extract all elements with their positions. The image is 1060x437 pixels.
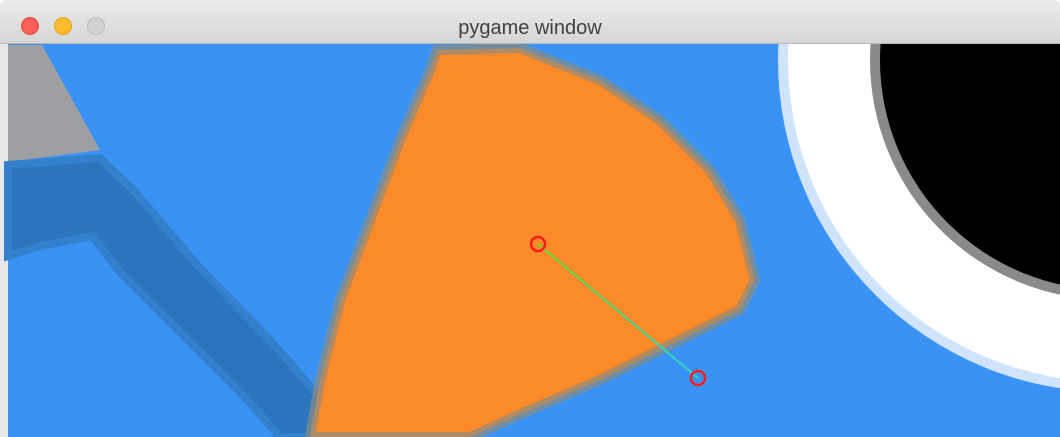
game-canvas — [0, 44, 1060, 437]
pygame-window: pygame window — [0, 0, 1060, 437]
title-bar: pygame window — [0, 0, 1060, 44]
window-title: pygame window — [0, 0, 1060, 44]
